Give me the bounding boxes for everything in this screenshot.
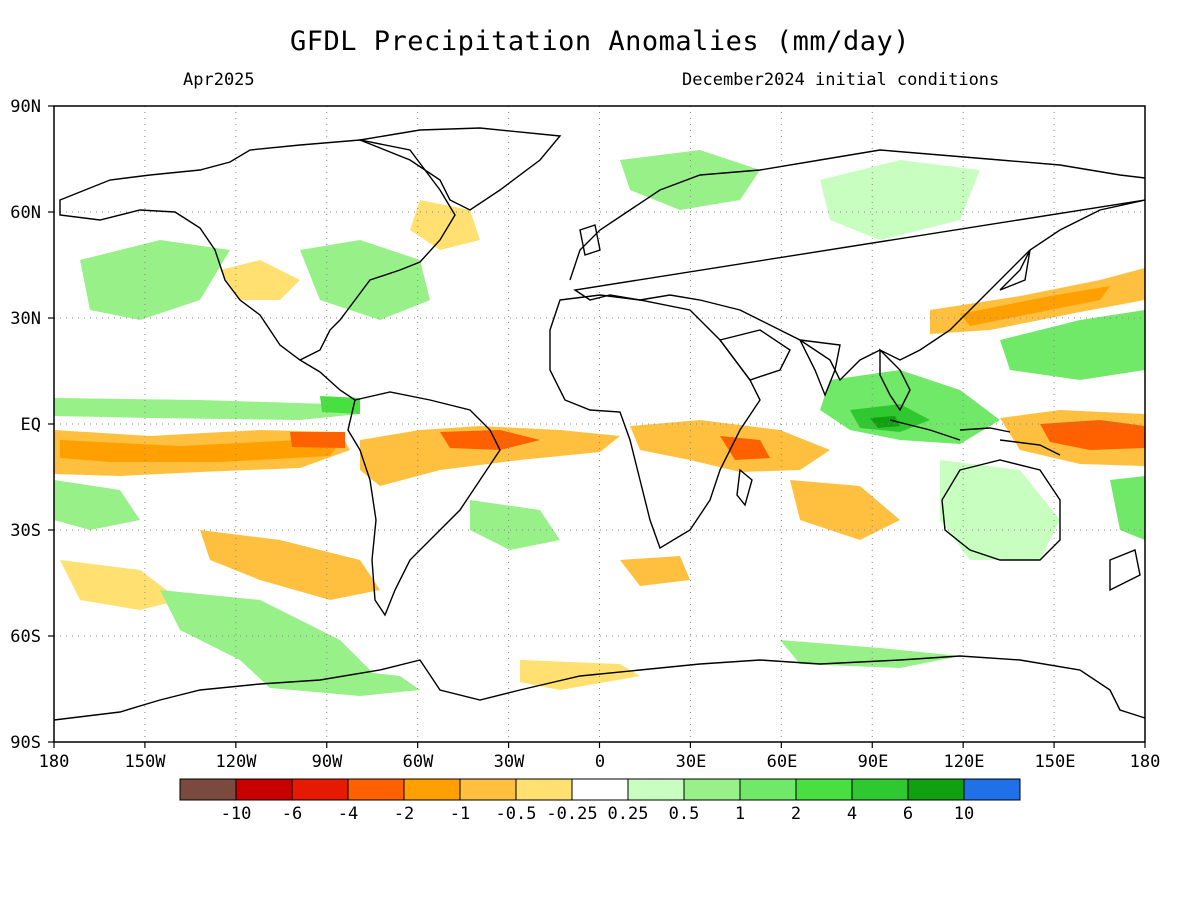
lat-label: 30N [10, 309, 41, 329]
colorbar-label: 10 [954, 804, 974, 824]
lon-label: 120E [944, 752, 985, 772]
graticule [54, 106, 1145, 742]
lon-label: 0 [595, 752, 605, 772]
colorbar-swatch [739, 778, 797, 801]
lon-label: 90W [312, 752, 343, 772]
coastlines [54, 127, 1145, 721]
latitude-labels: 90N 60N 30N EQ 30S 60S 90S [10, 97, 41, 753]
colorbar-swatch [963, 778, 1021, 801]
colorbar-label: 0.5 [669, 804, 700, 824]
lon-label: 150W [125, 752, 167, 772]
lon-label: 30W [494, 752, 525, 772]
lon-label: 180 [39, 752, 70, 772]
colorbar-label: -2 [394, 804, 414, 824]
colorbar-label: -10 [221, 804, 252, 824]
colorbar-label: 0.25 [608, 804, 649, 824]
colorbar-label: 2 [791, 804, 801, 824]
colorbar-swatch [795, 778, 853, 801]
lon-label: 30E [676, 752, 707, 772]
lat-label: 30S [10, 521, 41, 541]
lon-label: 90E [858, 752, 889, 772]
lat-label: 60N [10, 203, 41, 223]
lat-label: EQ [21, 415, 41, 435]
anomaly-field [54, 150, 1145, 696]
lat-label: 90S [10, 733, 41, 753]
colorbar-swatch [235, 778, 293, 801]
lon-label: 150E [1035, 752, 1076, 772]
lon-label: 180 [1130, 752, 1161, 772]
map-title: GFDL Precipitation Anomalies (mm/day) [290, 26, 910, 57]
lon-label: 120W [216, 752, 258, 772]
colorbar-label: 4 [847, 804, 857, 824]
colorbar-swatch [459, 778, 517, 801]
colorbar-label: 1 [735, 804, 745, 824]
colorbar-label: -0.25 [546, 804, 597, 824]
colorbar-swatch [907, 778, 965, 801]
colorbar-label: -6 [282, 804, 302, 824]
lon-label: 60W [403, 752, 434, 772]
colorbar-label: -0.5 [496, 804, 537, 824]
colorbar-label: -1 [450, 804, 470, 824]
colorbar: -10 -6 -4 -2 -1 -0.5 -0.25 0.25 0.5 1 2 … [179, 778, 1021, 824]
colorbar-swatch [347, 778, 405, 801]
initial-conditions: December2024 initial conditions [682, 70, 1000, 90]
colorbar-swatch [627, 778, 685, 801]
colorbar-swatch [851, 778, 909, 801]
colorbar-swatch [291, 778, 349, 801]
colorbar-swatch [403, 778, 461, 801]
colorbar-label: 6 [903, 804, 913, 824]
lat-label: 90N [10, 97, 41, 117]
axis-ticks [48, 105, 1146, 748]
longitude-labels: 180 150W 120W 90W 60W 30W 0 30E 60E 90E … [39, 752, 1161, 772]
colorbar-label: -4 [338, 804, 358, 824]
colorbar-swatch [683, 778, 741, 801]
colorbar-swatch [571, 778, 629, 801]
lat-label: 60S [10, 627, 41, 647]
lon-label: 60E [767, 752, 798, 772]
colorbar-swatch [179, 778, 237, 801]
colorbar-swatch [515, 778, 573, 801]
forecast-month: Apr2025 [183, 70, 255, 90]
